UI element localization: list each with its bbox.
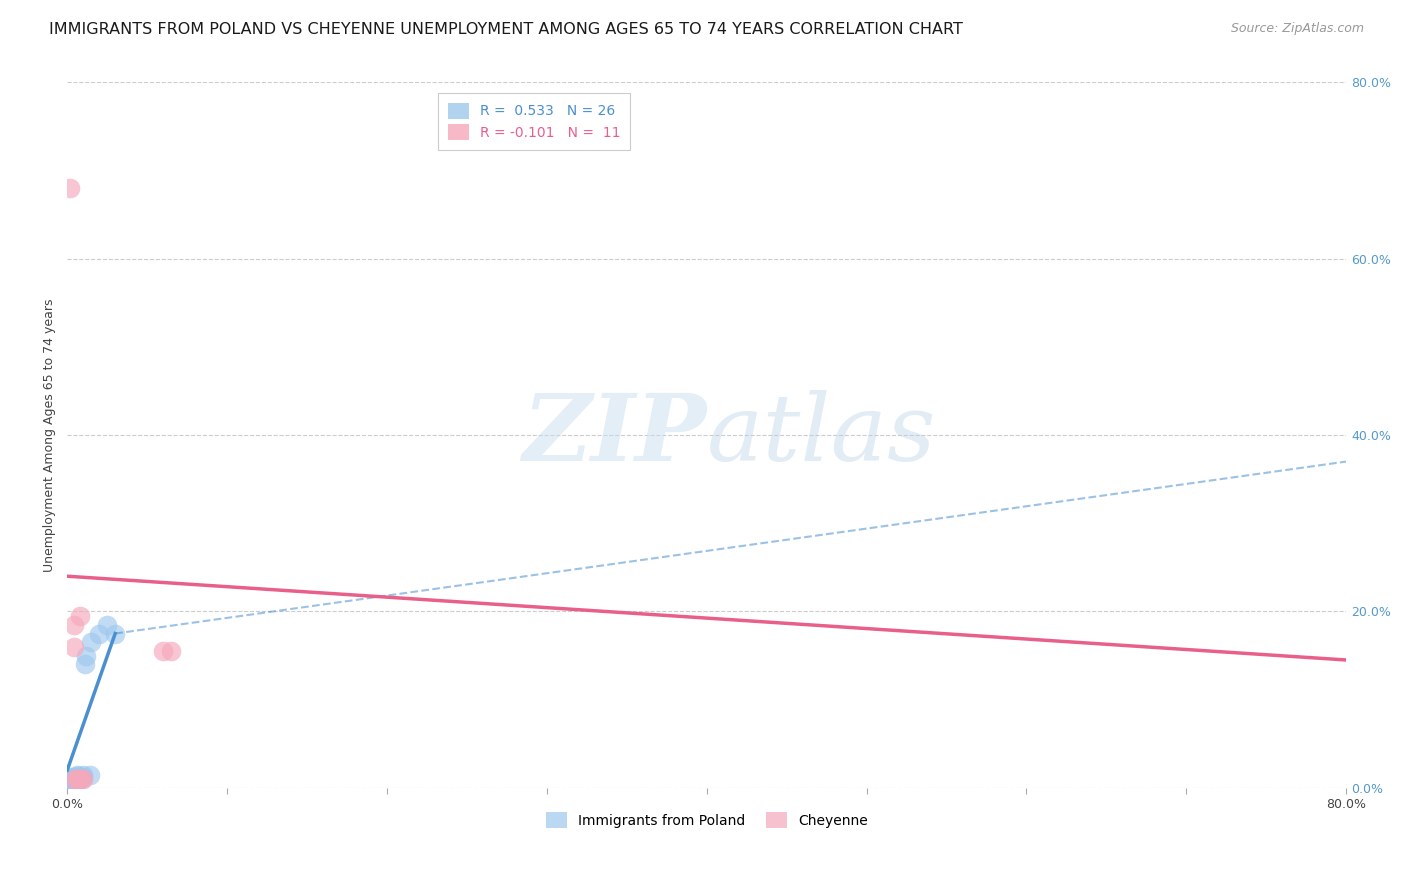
Point (66, 767, 89, 781)
Point (59, 181, 82, 195)
Text: Source: ZipAtlas.com: Source: ZipAtlas.com (1230, 22, 1364, 36)
Point (73, 657, 96, 672)
Point (79, 767, 101, 781)
Point (69, 608, 91, 623)
Point (89, 626, 111, 640)
Y-axis label: Unemployment Among Ages 65 to 74 years: Unemployment Among Ages 65 to 74 years (44, 299, 56, 572)
Point (72, 772, 94, 786)
Point (67, 772, 90, 786)
Point (66, 772, 89, 786)
Point (62, 773, 84, 788)
Point (75, 648, 97, 663)
Point (60, 772, 83, 786)
Point (65, 770, 87, 784)
Point (67, 772, 90, 786)
Point (60, 773, 83, 788)
Point (58, 772, 80, 786)
Point (65, 772, 87, 786)
Point (62, 617, 84, 632)
Text: ZIP: ZIP (523, 390, 707, 480)
Point (65, 773, 87, 788)
Point (72, 767, 94, 781)
Point (160, 644, 183, 658)
Point (70, 770, 93, 784)
Point (80, 635, 103, 649)
Point (59, 770, 82, 784)
Point (152, 644, 174, 658)
Point (96, 617, 118, 632)
Point (62, 770, 84, 784)
Point (62, 772, 84, 786)
Point (69, 772, 91, 786)
Point (67, 772, 90, 786)
Text: IMMIGRANTS FROM POLAND VS CHEYENNE UNEMPLOYMENT AMONG AGES 65 TO 74 YEARS CORREL: IMMIGRANTS FROM POLAND VS CHEYENNE UNEMP… (49, 22, 963, 37)
Legend: Immigrants from Poland, Cheyenne: Immigrants from Poland, Cheyenne (540, 806, 873, 834)
Text: atlas: atlas (707, 390, 936, 480)
Point (62, 640, 84, 654)
Point (65, 772, 87, 786)
Point (72, 770, 94, 784)
Point (66, 772, 89, 786)
Point (70, 772, 93, 786)
Point (67, 769, 90, 783)
Point (104, 626, 127, 640)
